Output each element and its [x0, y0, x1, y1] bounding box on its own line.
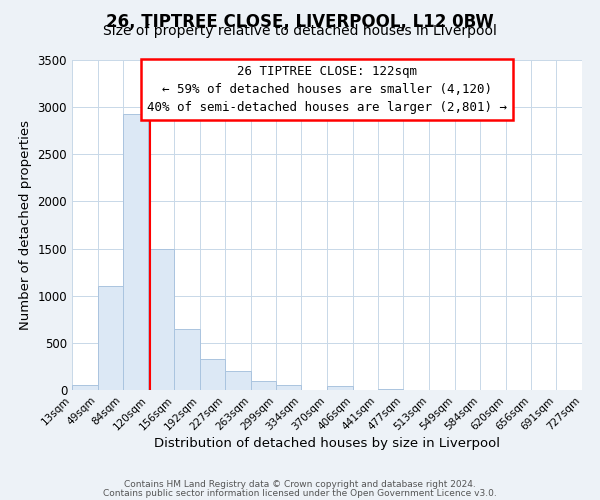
- Bar: [148, 248, 174, 390]
- Bar: [123, 114, 148, 390]
- Bar: [174, 328, 200, 390]
- Bar: [276, 386, 301, 390]
- Text: 26, TIPTREE CLOSE, LIVERPOOL, L12 0BW: 26, TIPTREE CLOSE, LIVERPOOL, L12 0BW: [106, 12, 494, 30]
- Y-axis label: Number of detached properties: Number of detached properties: [19, 120, 32, 330]
- Text: Size of property relative to detached houses in Liverpool: Size of property relative to detached ho…: [103, 24, 497, 38]
- Bar: [327, 386, 353, 390]
- Bar: [98, 286, 123, 390]
- Bar: [72, 386, 98, 390]
- X-axis label: Distribution of detached houses by size in Liverpool: Distribution of detached houses by size …: [154, 438, 500, 450]
- Bar: [225, 371, 251, 390]
- Text: 26 TIPTREE CLOSE: 122sqm
← 59% of detached houses are smaller (4,120)
40% of sem: 26 TIPTREE CLOSE: 122sqm ← 59% of detach…: [147, 65, 507, 114]
- Text: Contains HM Land Registry data © Crown copyright and database right 2024.: Contains HM Land Registry data © Crown c…: [124, 480, 476, 489]
- Bar: [378, 388, 403, 390]
- Bar: [251, 380, 276, 390]
- Text: Contains public sector information licensed under the Open Government Licence v3: Contains public sector information licen…: [103, 489, 497, 498]
- Bar: [200, 359, 225, 390]
